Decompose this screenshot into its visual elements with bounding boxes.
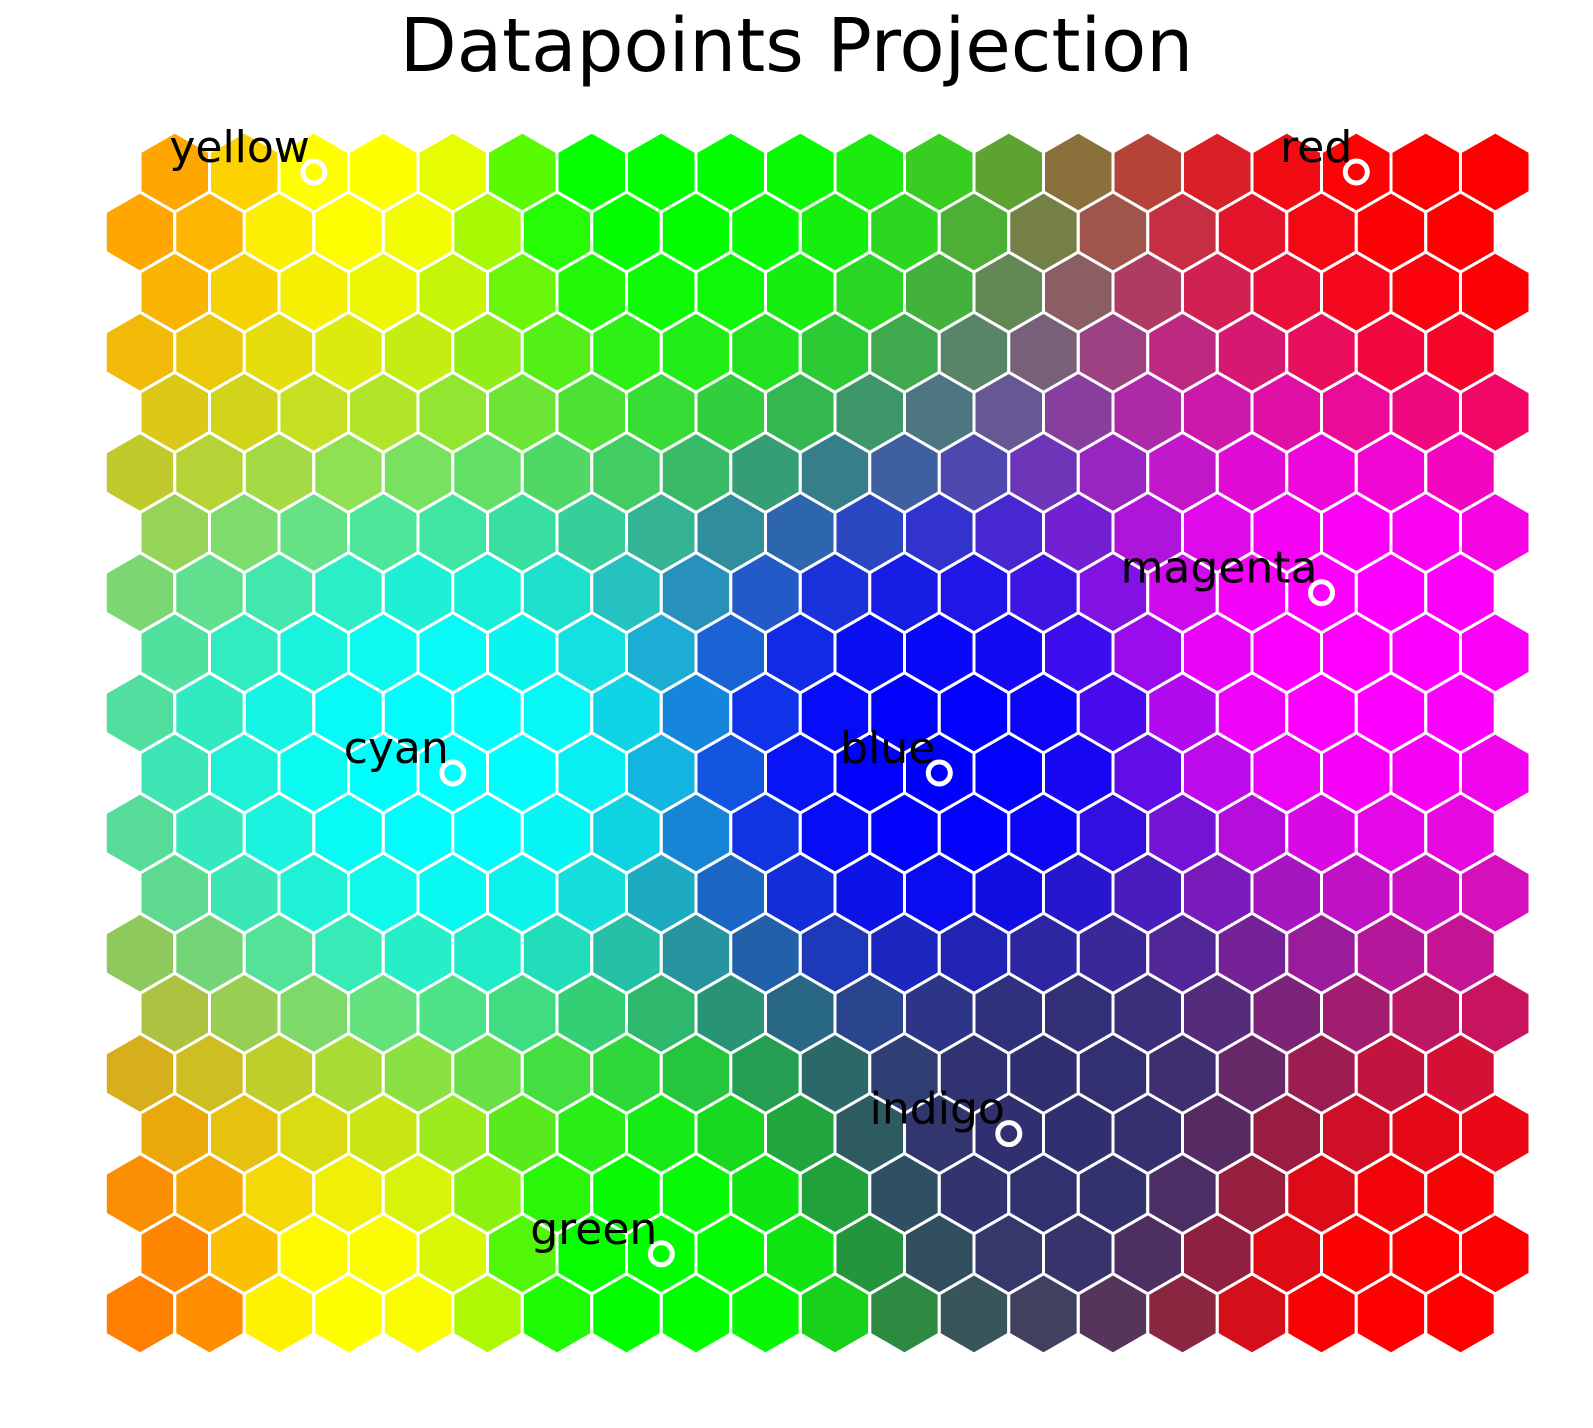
chart-title: Datapoints Projection xyxy=(399,3,1194,89)
data-points: yellow red magenta cyan blue indigo green xyxy=(169,122,1370,1268)
point-marker-green xyxy=(647,1240,675,1268)
point-marker-cyan xyxy=(439,759,467,787)
point-label-indigo: indigo xyxy=(870,1084,1005,1135)
point-marker-red xyxy=(1342,158,1370,186)
point-marker-blue xyxy=(925,759,953,787)
hex-cells xyxy=(103,130,1532,1356)
point-label-red: red xyxy=(1280,122,1352,173)
point-label-blue: blue xyxy=(840,723,935,774)
point-label-magenta: magenta xyxy=(1121,543,1318,594)
point-label-yellow: yellow xyxy=(169,122,309,173)
point-marker-magenta xyxy=(1308,579,1335,607)
point-label-green: green xyxy=(530,1204,657,1255)
point-label-cyan: cyan xyxy=(344,723,449,774)
point-marker-yellow xyxy=(300,158,328,186)
point-marker-indigo xyxy=(995,1120,1023,1148)
hex-cell xyxy=(1424,1272,1497,1356)
